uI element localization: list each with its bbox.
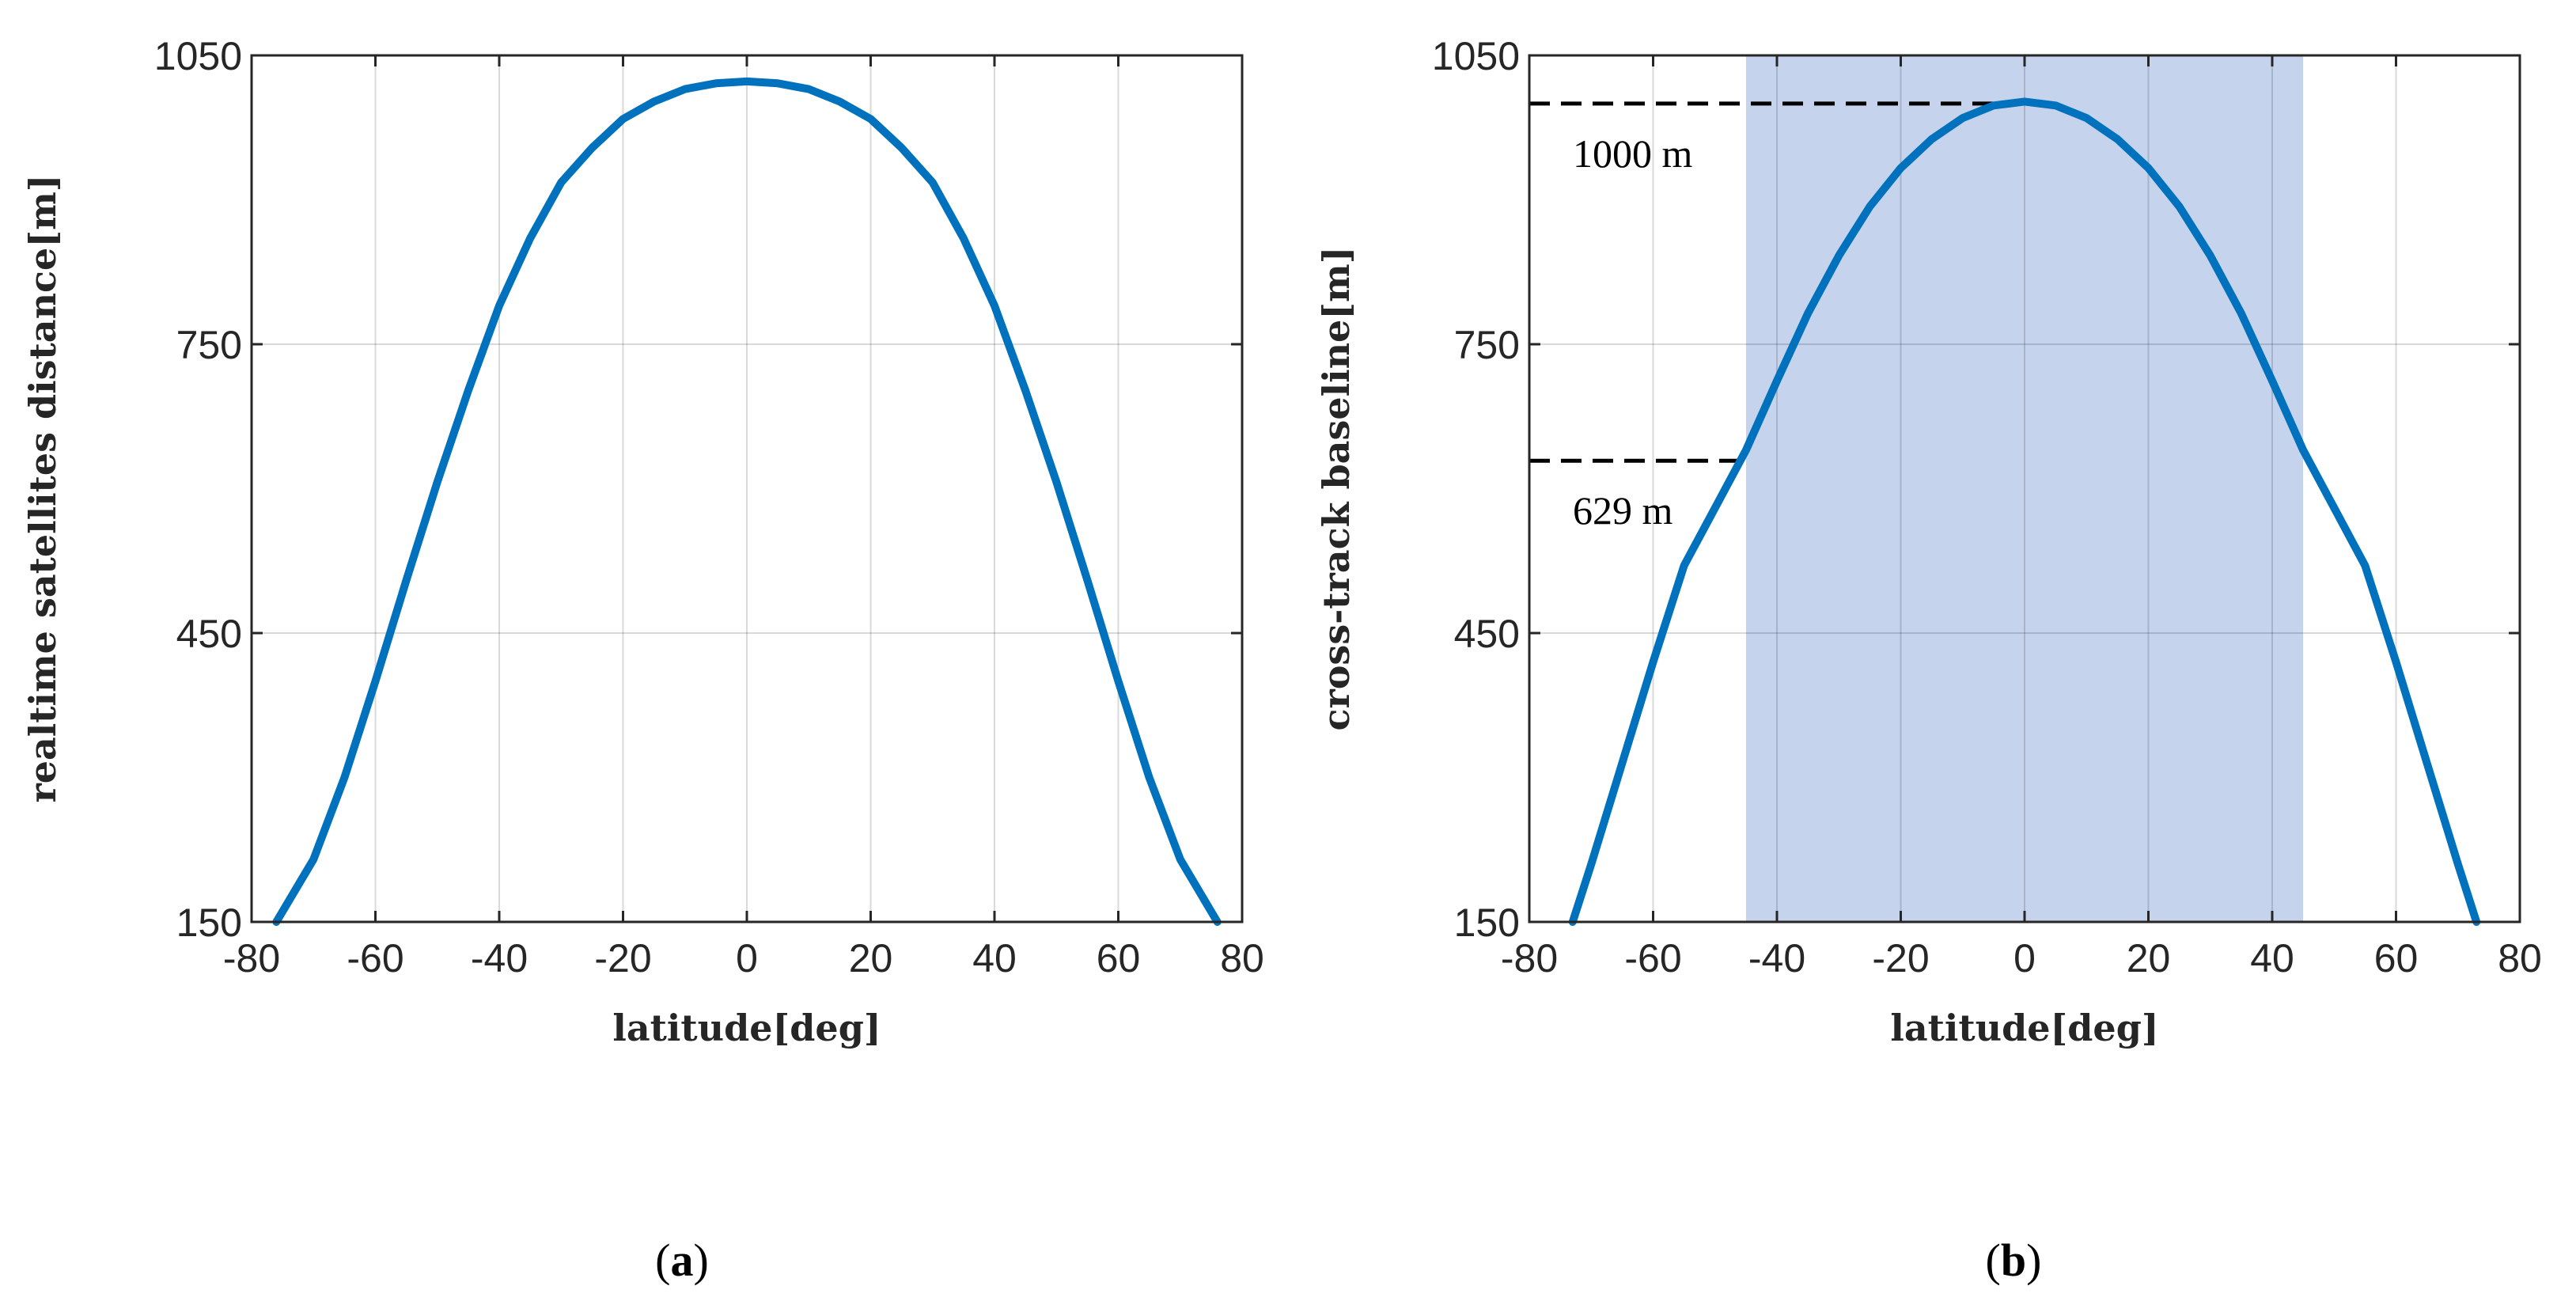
panel-a-y-axis-label: realtime satellites distance[m] [21, 174, 64, 802]
panel-b-y-tick-label: 450 [1454, 612, 1520, 656]
panel-b-caption-close: ) [2026, 1234, 2041, 1286]
panel-a-y-tick-label: 450 [176, 612, 242, 656]
panel-b-x-tick-label: -20 [1872, 936, 1929, 980]
panel-a-caption-letter: a [671, 1234, 694, 1286]
panel-b-x-tick-label: 60 [2374, 936, 2419, 980]
panel-a-x-tick-label: -80 [223, 936, 280, 980]
panel-b-x-tick-label: 20 [2127, 936, 2171, 980]
panel-a-caption-close: ) [694, 1234, 709, 1286]
panel-b-reference-label: 1000 m [1573, 131, 1693, 176]
panel-b-x-tick-label: -80 [1501, 936, 1558, 980]
panel-a-x-axis-label: latitude[deg] [612, 1007, 881, 1049]
panel-b-chart: 1000 m 629 m -80 -60 -40 -20 0 20 40 60 80 150 450 75… [1315, 34, 2542, 1286]
panel-a-x-tick-label: -40 [471, 936, 528, 980]
panel-b-y-axis-label: cross-track baseline[m] [1315, 247, 1358, 731]
panel-b-caption-letter: b [2001, 1234, 2026, 1286]
panel-a-x-tick-label: 80 [1220, 936, 1264, 980]
panel-a-y-tick-label: 150 [176, 901, 242, 945]
panel-b-x-tick-label: 80 [2498, 936, 2542, 980]
panel-b-caption-open: ( [1986, 1234, 2001, 1286]
panel-a-x-tick-label: 60 [1097, 936, 1141, 980]
panel-b-x-tick-label: 0 [2013, 936, 2036, 980]
panel-a-x-tick-label: -20 [594, 936, 651, 980]
panel-a-y-tick-label: 1050 [154, 34, 242, 78]
panel-b-caption: (b) [1986, 1234, 2042, 1286]
panel-b-y-tick-label: 1050 [1432, 34, 1520, 78]
panel-a-plot-area [252, 55, 1242, 922]
panel-b-reference-label: 629 m [1573, 488, 1673, 533]
panel-a-x-tick-label: -60 [347, 936, 403, 980]
panel-b-x-tick-label: -40 [1748, 936, 1805, 980]
panel-b-series-line [1568, 97, 2481, 926]
panel-a-x-tick-label: 0 [736, 936, 758, 980]
panel-a-caption: (a) [655, 1234, 709, 1286]
panel-b-x-tick-label: 40 [2250, 936, 2294, 980]
panel-b-shaded-region [1745, 55, 2304, 922]
panel-a-y-tick-label: 750 [176, 323, 242, 367]
panel-a-x-tick-label: 20 [849, 936, 893, 980]
panel-a-series-line [272, 77, 1222, 926]
panel-b-y-tick-label: 150 [1454, 901, 1520, 945]
panel-b-y-tick-label: 750 [1454, 323, 1520, 367]
panel-a-x-tick-label: 40 [972, 936, 1017, 980]
panel-b-x-axis-label: latitude[deg] [1890, 1007, 2158, 1049]
panel-a-caption-open: ( [655, 1234, 670, 1286]
panel-a-chart: -80 -60 -40 -20 0 20 40 60 80 150 450 750 1050 latitu… [21, 34, 1264, 1286]
panel-b-x-tick-label: -60 [1624, 936, 1681, 980]
